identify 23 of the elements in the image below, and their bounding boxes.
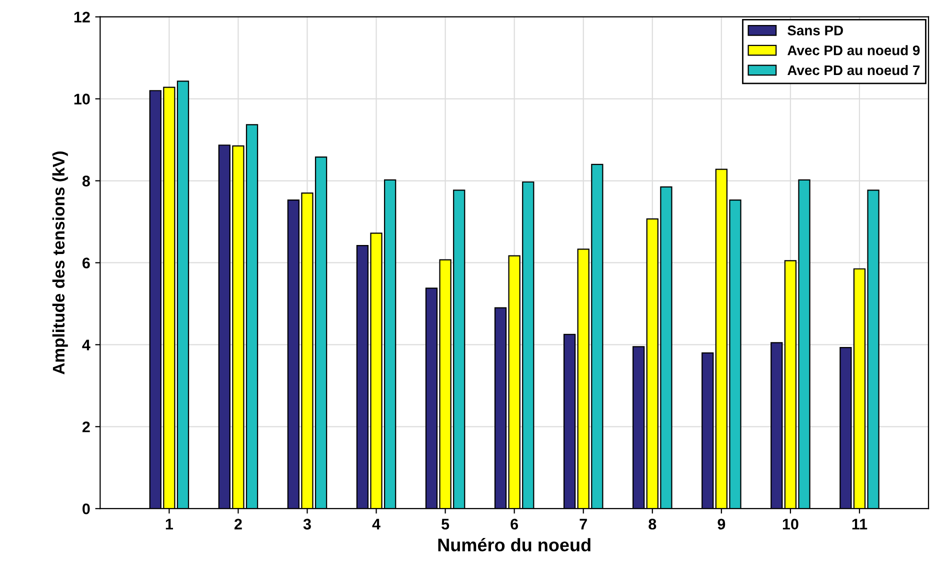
x-tick-label: 9 <box>718 518 726 530</box>
y-tick-label: 0 <box>82 503 90 514</box>
x-tick-label: 2 <box>234 518 242 530</box>
x-tick-label: 4 <box>372 518 380 530</box>
x-tick-label: 6 <box>510 518 518 530</box>
y-tick-label: 10 <box>74 94 90 105</box>
x-tick-label: 10 <box>782 518 798 530</box>
legend-label: Avec PD au noeud 9 <box>788 45 920 56</box>
y-tick-label: 4 <box>82 340 90 350</box>
x-axis-title: Numéro du noeud <box>438 538 590 552</box>
y-tick-label: 8 <box>82 176 90 186</box>
y-tick-label: 12 <box>74 12 90 22</box>
y-tick-label: 2 <box>82 422 90 432</box>
x-tick-label: 8 <box>648 518 656 530</box>
x-tick-label: 1 <box>166 518 174 530</box>
y-axis-title: Amplitude des tensions (kV) <box>52 152 68 374</box>
x-tick-label: 11 <box>852 518 868 530</box>
x-tick-label: 5 <box>442 518 450 530</box>
x-tick-label: 3 <box>303 518 311 530</box>
legend-label: Sans PD <box>788 26 843 36</box>
legend-label: Avec PD au noeud 7 <box>788 64 920 76</box>
x-tick-label: 7 <box>580 518 587 530</box>
y-tick-label: 6 <box>82 258 90 268</box>
